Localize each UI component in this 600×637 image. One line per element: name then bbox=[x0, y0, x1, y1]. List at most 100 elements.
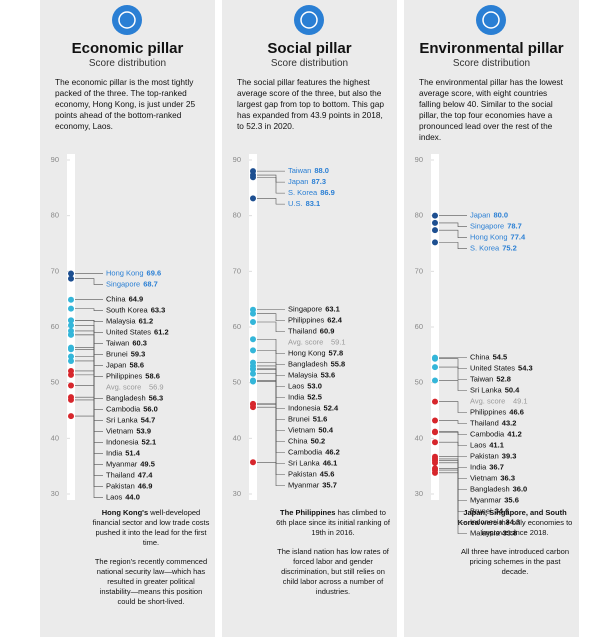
category-name: Sri Lanka bbox=[288, 459, 321, 468]
value-label: 63.1 bbox=[325, 305, 340, 314]
connector bbox=[439, 441, 467, 457]
value-label: 54.3 bbox=[518, 364, 533, 373]
dot bbox=[68, 305, 74, 312]
dot bbox=[250, 310, 256, 317]
y-tick-label: 30 bbox=[233, 489, 241, 498]
value-label: 33.8 bbox=[503, 529, 518, 538]
category-name: Hong Kong bbox=[106, 269, 144, 278]
value-label: 43.2 bbox=[502, 419, 517, 428]
point-label: Taiwan 88.0 bbox=[288, 166, 329, 175]
category-name: China bbox=[106, 295, 126, 304]
category-name: Singapore bbox=[288, 305, 322, 314]
category-name: Vietnam bbox=[470, 474, 497, 483]
value-label: 53.6 bbox=[321, 371, 336, 380]
point-label: Vietnam 36.3 bbox=[470, 474, 515, 483]
value-label: 75.2 bbox=[502, 244, 517, 253]
dot bbox=[432, 239, 438, 246]
connector bbox=[257, 381, 285, 443]
value-label: 69.6 bbox=[147, 269, 162, 278]
connector bbox=[439, 469, 467, 523]
category-name: India bbox=[106, 449, 123, 458]
value-label: 50.4 bbox=[318, 426, 333, 435]
point-label: U.S. 83.1 bbox=[288, 199, 320, 208]
value-label: 86.9 bbox=[320, 188, 335, 197]
category-name: Philippines bbox=[106, 372, 143, 381]
value-label: 57.8 bbox=[329, 349, 344, 358]
point-label: Malaysia 61.2 bbox=[106, 317, 153, 326]
category-name: Laos bbox=[470, 441, 487, 450]
y-tick-label: 70 bbox=[51, 266, 59, 275]
value-label: 51.4 bbox=[125, 449, 140, 458]
value-label: 41.1 bbox=[489, 441, 504, 450]
point-label: Cambodia 56.0 bbox=[106, 405, 158, 414]
y-tick-label: 50 bbox=[415, 378, 423, 387]
notes: The Philippines has climbed to 6th place… bbox=[274, 508, 392, 606]
point-label: Vietnam 50.4 bbox=[288, 426, 334, 435]
point-label: Laos 44.0 bbox=[106, 493, 140, 502]
category-name: Philippines bbox=[470, 408, 507, 417]
connector bbox=[75, 308, 103, 312]
connector bbox=[439, 242, 467, 249]
value-label: 35.7 bbox=[322, 481, 337, 490]
connector bbox=[257, 368, 285, 399]
dot bbox=[432, 377, 438, 384]
point-label: Philippines 46.6 bbox=[470, 408, 524, 417]
connector bbox=[75, 356, 103, 422]
y-tick-label: 60 bbox=[415, 322, 423, 331]
category-name: Myanmar bbox=[470, 496, 502, 505]
category-name: India bbox=[288, 393, 305, 402]
value-label: 45.6 bbox=[320, 470, 335, 479]
dot bbox=[68, 296, 74, 303]
note: Japan, Singapore, and South Korea were t… bbox=[456, 508, 574, 538]
category-name: India bbox=[470, 463, 487, 472]
category-name: Cambodia bbox=[470, 430, 505, 439]
point-label: China 64.9 bbox=[106, 295, 143, 304]
point-label: Bangladesh 56.3 bbox=[106, 394, 163, 403]
point-label: Japan 80.0 bbox=[470, 211, 508, 220]
connector bbox=[257, 321, 285, 333]
category-name: Sri Lanka bbox=[470, 386, 503, 395]
connector bbox=[257, 174, 285, 183]
category-name: S. Korea bbox=[470, 244, 500, 253]
point-label: Hong Kong 77.4 bbox=[470, 233, 526, 242]
panel: Social pillar Score distribution The socia… bbox=[222, 0, 397, 637]
panel-description: The social pillar features the highest a… bbox=[237, 77, 384, 131]
dot bbox=[250, 378, 256, 385]
point-label: India 51.4 bbox=[106, 449, 141, 458]
value-label: 60.9 bbox=[320, 327, 335, 336]
category-name: United States bbox=[106, 328, 151, 337]
category-name: Japan bbox=[470, 211, 490, 220]
connector bbox=[439, 468, 467, 512]
note: All three have introduced carbon pricing… bbox=[456, 547, 574, 577]
point-label: Brunei 51.6 bbox=[288, 415, 327, 424]
y-tick-label: 40 bbox=[51, 433, 59, 442]
point-label: Bangladesh 36.0 bbox=[470, 485, 527, 494]
note: Hong Kong's well-developed financial sec… bbox=[92, 508, 210, 548]
dot bbox=[68, 371, 74, 378]
value-label: 52.8 bbox=[496, 375, 511, 384]
panel-title: Social pillar bbox=[267, 40, 352, 57]
value-label: 53.0 bbox=[307, 382, 322, 391]
value-label: 50.2 bbox=[311, 437, 326, 446]
value-label: 46.9 bbox=[138, 482, 153, 491]
connector bbox=[439, 358, 467, 369]
dot bbox=[68, 270, 74, 277]
point-label: South Korea 63.3 bbox=[106, 306, 165, 315]
connector bbox=[257, 380, 285, 432]
notes: Japan, Singapore, and South Korea were t… bbox=[456, 508, 574, 586]
value-label: 88.0 bbox=[314, 166, 329, 175]
category-name: Taiwan bbox=[106, 339, 129, 348]
category-name: Bangladesh bbox=[106, 394, 146, 403]
connector bbox=[75, 360, 103, 433]
value-label: 77.4 bbox=[511, 233, 526, 242]
point-label: Bangladesh 55.8 bbox=[288, 360, 345, 369]
value-label: 36.0 bbox=[513, 485, 528, 494]
category-name: Thailand bbox=[106, 471, 135, 480]
average-value: 49.1 bbox=[513, 397, 528, 406]
dot bbox=[68, 353, 74, 360]
point-label: Laos 53.0 bbox=[288, 382, 322, 391]
connector bbox=[257, 313, 285, 322]
point-label: Myanmar 35.6 bbox=[470, 496, 519, 505]
y-tick-label: 60 bbox=[233, 322, 241, 331]
